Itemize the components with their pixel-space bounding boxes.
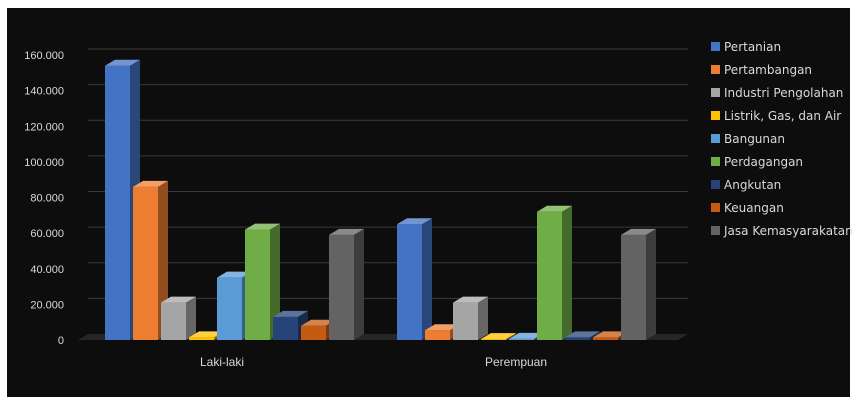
legend-entry: Keuangan [711,201,784,215]
bar-side [562,205,572,340]
bar-side [354,228,364,340]
bar-side [506,333,516,340]
bar-top [397,218,432,225]
bar-front [537,211,562,340]
legend-swatch [711,134,720,143]
bar-front [453,302,478,340]
bar-top [593,331,628,338]
legend-entry: Bangunan [711,132,785,146]
legend-label: Jasa Kemasyarakatan [723,224,853,238]
bar-1-8 [621,228,656,340]
bar-top [329,228,364,235]
gridlines [88,48,688,299]
bar-top [509,332,544,339]
bar-front [425,330,450,340]
y-axis: 0 20.000 40.000 60.000 80.000 100.000 120.000 1… [24,50,64,347]
bar-0-2 [161,296,196,340]
bar-1-3 [481,333,516,340]
x-axis: Laki-laki Perempuan [200,355,547,369]
legend-entry: Listrik, Gas, dan Air [711,109,841,123]
legend-entry: Pertanian [711,40,781,54]
bar-front [329,234,354,340]
bar-front [481,339,506,340]
bar-top [481,333,516,340]
bar-top [189,331,224,338]
bar-front [301,325,326,340]
bar-front [397,224,422,340]
y-tick-label: 40.000 [30,264,64,276]
y-tick-label: 60.000 [30,228,64,240]
bar-1-2 [453,296,488,340]
legend-label: Perdagangan [724,155,803,169]
y-tick-label: 140.000 [24,86,64,98]
legend-entry: Perdagangan [711,155,803,169]
bar-front [133,186,158,340]
y-tick-label: 160.000 [24,50,64,62]
legend-label: Bangunan [724,132,785,146]
bar-front [273,316,298,340]
bar-top [565,331,600,338]
bar-front [509,338,534,340]
bar-side [590,331,600,340]
legend-label: Industri Pengolahan [724,86,843,100]
legend-label: Pertambangan [724,63,812,77]
y-tick-label: 80.000 [30,193,64,205]
bar-side [478,296,488,340]
bar-top [621,228,656,235]
bar-front [245,229,270,340]
bar-1-5 [537,205,572,340]
legend-swatch [711,203,720,212]
bar-front [105,65,130,340]
bar-top [133,180,168,187]
bar-front [565,337,590,340]
bar-side [646,228,656,340]
y-tick-label: 20.000 [30,299,64,311]
bar-top [161,296,196,303]
y-tick-label: 0 [58,335,64,347]
bar-side [186,296,196,340]
legend-swatch [711,157,720,166]
legend-label: Angkutan [724,178,781,192]
legend-swatch [711,226,720,235]
bar-1-6 [565,331,600,340]
bar-top [425,324,460,331]
x-category-label: Perempuan [485,355,547,369]
legend-entry: Pertambangan [711,63,812,77]
bar-top [217,271,252,278]
bar-front [593,337,618,340]
bar-front [217,277,242,340]
bar-top [273,310,308,317]
bar-side [422,218,432,340]
legend-swatch [711,65,720,74]
legend-label: Listrik, Gas, dan Air [724,109,841,123]
x-category-label: Laki-laki [200,355,244,369]
bar-side [270,223,280,340]
y-tick-label: 100.000 [24,157,64,169]
bar-0-5 [245,223,280,340]
bar-front [161,302,186,340]
legend-swatch [711,180,720,189]
legend-swatch [711,111,720,120]
bar-top [537,205,572,212]
legend-entry: Industri Pengolahan [711,86,843,100]
legend-swatch [711,88,720,97]
bar-1-0 [397,218,432,340]
bar-front [621,234,646,340]
bar-top [301,319,336,326]
legend-entry: Jasa Kemasyarakatan [711,224,853,238]
legend-swatch [711,42,720,51]
legend-entry: Angkutan [711,178,781,192]
bar-top [105,59,140,66]
bar-top [453,296,488,303]
bar-front [189,337,214,340]
bars [105,59,656,340]
y-tick-label: 120.000 [24,121,64,133]
bar-top [245,223,280,230]
legend: Pertanian Pertambangan Industri Pengolahan… [711,40,853,238]
bar-0-8 [329,228,364,340]
legend-label: Keuangan [724,201,784,215]
legend-label: Pertanian [724,40,781,54]
